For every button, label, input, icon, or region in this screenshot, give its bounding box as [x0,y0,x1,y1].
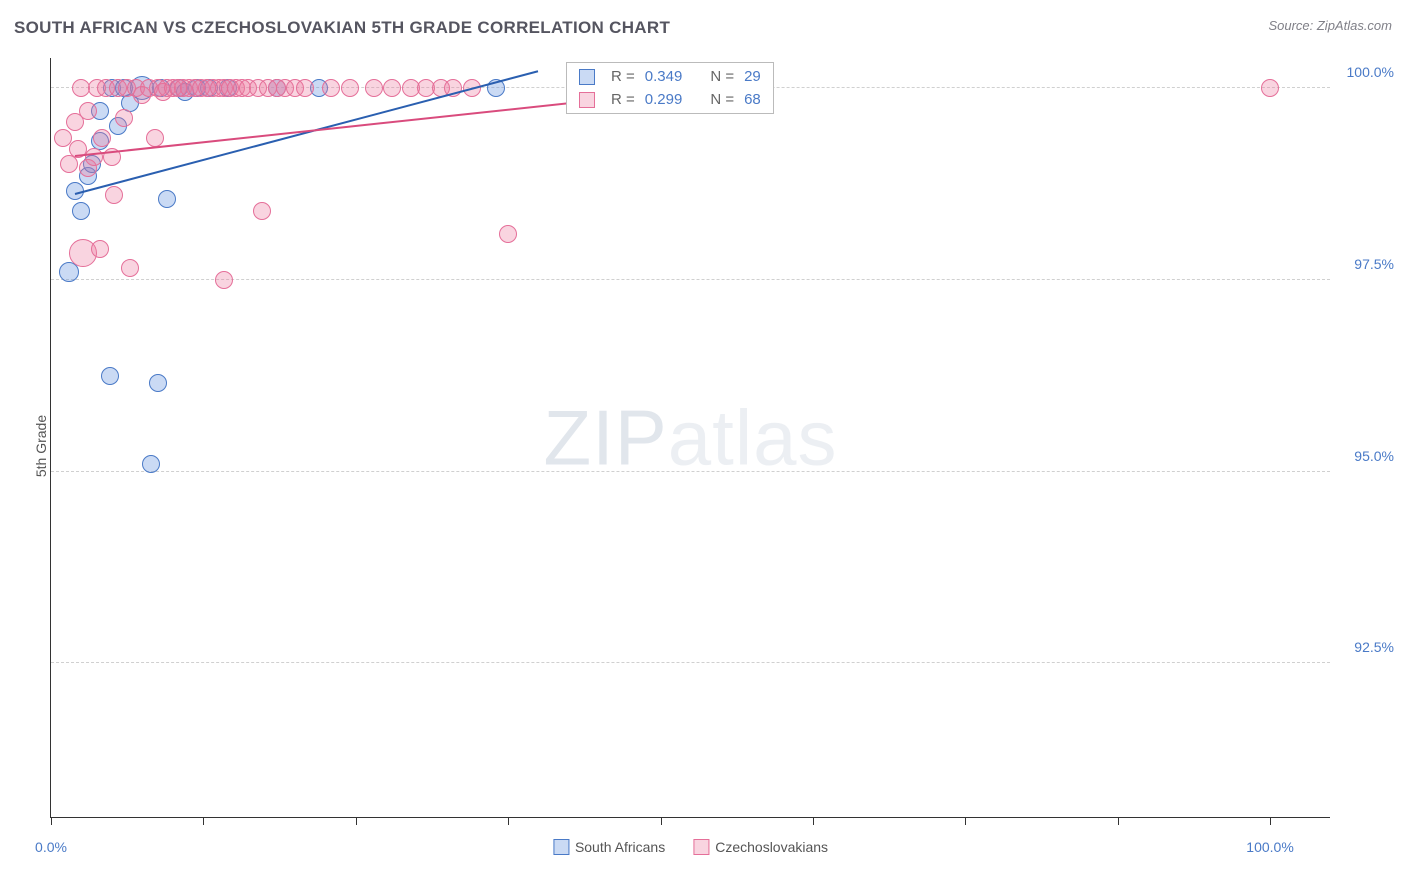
x-tick [203,817,204,825]
x-tick [508,817,509,825]
y-tick-label: 97.5% [1336,256,1394,272]
y-tick-label: 100.0% [1336,64,1394,80]
stats-swatch-blue [579,69,595,85]
x-tick [813,817,814,825]
stats-n-label: N = [710,91,734,108]
y-axis-label: 5th Grade [33,415,49,477]
scatter-point-blue [72,202,90,220]
stats-n-label: N = [710,68,734,85]
scatter-point-pink [383,79,401,97]
stats-row-blue: R = 0.349 N = 29 [567,65,773,88]
y-tick-label: 92.5% [1336,639,1394,655]
legend-label-blue: South Africans [575,839,665,855]
stats-row-pink: R = 0.299 N = 68 [567,88,773,111]
scatter-point-pink [215,271,233,289]
scatter-point-pink [85,148,103,166]
gridline-h [51,471,1330,472]
stats-n-value-blue: 29 [744,68,761,85]
scatter-point-pink [93,129,111,147]
stats-swatch-pink [579,92,595,108]
source-attribution: Source: ZipAtlas.com [1268,18,1392,33]
scatter-point-pink [105,186,123,204]
scatter-point-pink [499,225,517,243]
scatter-point-blue [149,374,167,392]
watermark: ZIPatlas [543,392,837,483]
scatter-point-pink [1261,79,1279,97]
x-tick [1118,817,1119,825]
legend-item-pink: Czechoslovakians [693,839,828,855]
scatter-point-pink [322,79,340,97]
stats-box: R = 0.349 N = 29 R = 0.299 N = 68 [566,62,774,114]
scatter-point-blue [101,367,119,385]
gridline-h [51,662,1330,663]
scatter-point-pink [60,155,78,173]
stats-r-label: R = [611,68,635,85]
scatter-plot-area: ZIPatlas South Africans Czechoslovakians… [50,58,1330,818]
stats-r-value-blue: 0.349 [645,68,683,85]
scatter-point-pink [121,259,139,277]
x-tick-label-left: 0.0% [35,839,67,855]
scatter-point-pink [146,129,164,147]
legend-swatch-blue [553,839,569,855]
legend-swatch-pink [693,839,709,855]
scatter-point-pink [91,240,109,258]
watermark-zip: ZIP [543,393,667,481]
source-prefix: Source: [1268,18,1316,33]
stats-n-value-pink: 68 [744,91,761,108]
scatter-point-pink [341,79,359,97]
legend-item-blue: South Africans [553,839,665,855]
scatter-point-pink [296,79,314,97]
x-tick [51,817,52,825]
scatter-point-blue [158,190,176,208]
scatter-point-blue [142,455,160,473]
x-tick-label-right: 100.0% [1246,839,1293,855]
x-tick [661,817,662,825]
x-tick [356,817,357,825]
stats-r-label: R = [611,91,635,108]
bottom-legend: South Africans Czechoslovakians [553,839,828,855]
watermark-atlas: atlas [668,393,838,481]
stats-r-value-pink: 0.299 [645,91,683,108]
legend-label-pink: Czechoslovakians [715,839,828,855]
chart-title: SOUTH AFRICAN VS CZECHOSLOVAKIAN 5TH GRA… [14,18,670,37]
source-name: ZipAtlas.com [1317,18,1392,33]
x-tick [1270,817,1271,825]
scatter-point-pink [115,109,133,127]
y-tick-label: 95.0% [1336,448,1394,464]
gridline-h [51,279,1330,280]
scatter-point-pink [365,79,383,97]
scatter-point-pink [253,202,271,220]
scatter-point-pink [79,102,97,120]
x-tick [965,817,966,825]
